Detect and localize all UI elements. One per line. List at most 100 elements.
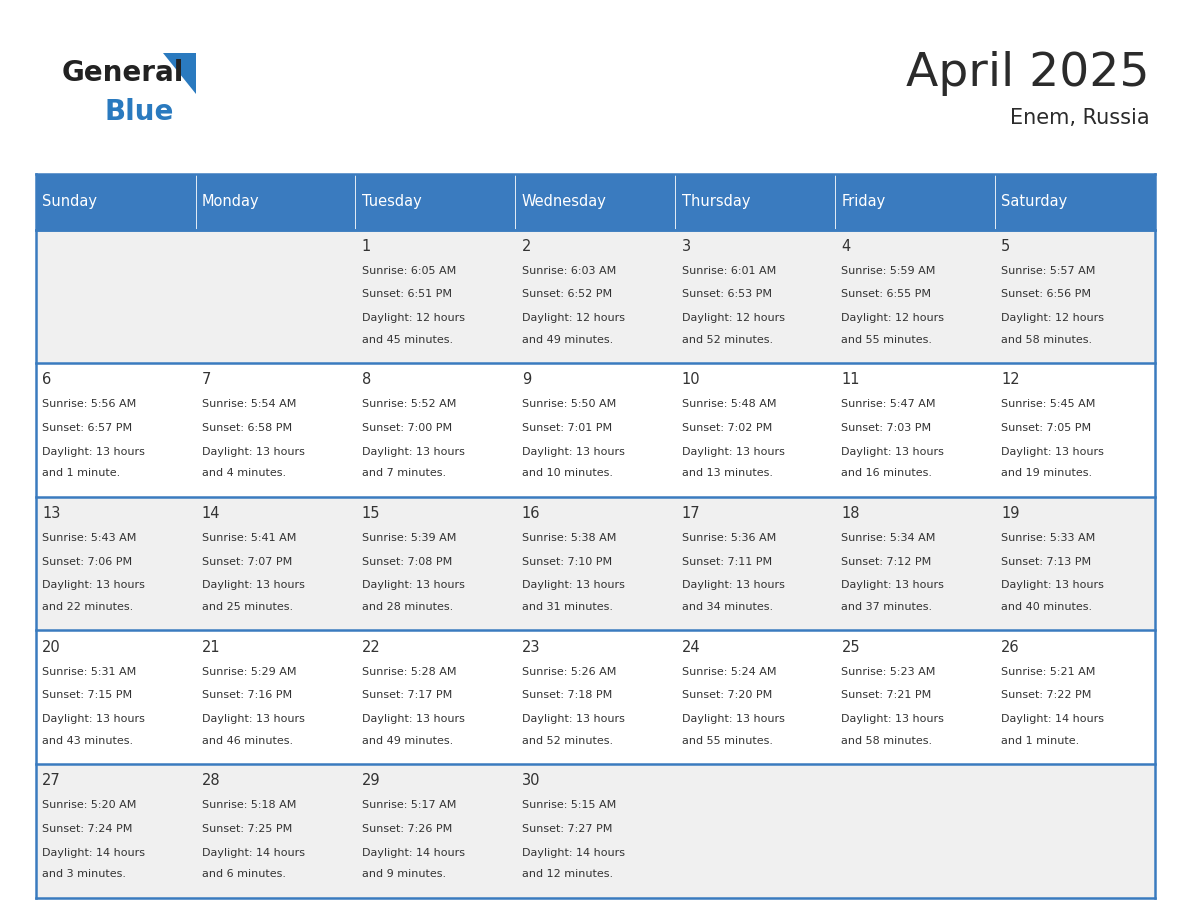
Text: 22: 22	[362, 640, 380, 655]
Text: and 28 minutes.: and 28 minutes.	[362, 602, 453, 612]
Text: Daylight: 13 hours: Daylight: 13 hours	[202, 580, 305, 590]
Text: and 58 minutes.: and 58 minutes.	[841, 735, 933, 745]
Text: Daylight: 13 hours: Daylight: 13 hours	[202, 447, 305, 457]
Text: Daylight: 13 hours: Daylight: 13 hours	[841, 447, 944, 457]
Text: 9: 9	[522, 373, 531, 387]
Text: Sunset: 7:12 PM: Sunset: 7:12 PM	[841, 556, 931, 566]
Text: 23: 23	[522, 640, 541, 655]
Text: 30: 30	[522, 773, 541, 789]
Text: Sunset: 7:02 PM: Sunset: 7:02 PM	[682, 423, 772, 433]
Text: Sunset: 7:24 PM: Sunset: 7:24 PM	[42, 824, 132, 834]
Text: Sunrise: 5:48 AM: Sunrise: 5:48 AM	[682, 399, 776, 409]
Text: 11: 11	[841, 373, 860, 387]
Text: 2: 2	[522, 239, 531, 253]
Text: Sunrise: 5:26 AM: Sunrise: 5:26 AM	[522, 666, 617, 677]
Text: Daylight: 12 hours: Daylight: 12 hours	[1001, 313, 1105, 323]
Text: Sunset: 7:07 PM: Sunset: 7:07 PM	[202, 556, 292, 566]
Text: Daylight: 13 hours: Daylight: 13 hours	[682, 714, 784, 724]
Text: Sunday: Sunday	[42, 195, 97, 209]
Text: and 34 minutes.: and 34 minutes.	[682, 602, 772, 612]
Text: Sunset: 7:11 PM: Sunset: 7:11 PM	[682, 556, 772, 566]
Text: Sunset: 7:25 PM: Sunset: 7:25 PM	[202, 824, 292, 834]
Text: Enem, Russia: Enem, Russia	[1010, 107, 1150, 128]
Text: 26: 26	[1001, 640, 1019, 655]
Text: and 31 minutes.: and 31 minutes.	[522, 602, 613, 612]
Text: General: General	[62, 60, 184, 87]
Text: Daylight: 12 hours: Daylight: 12 hours	[682, 313, 784, 323]
Text: Daylight: 13 hours: Daylight: 13 hours	[682, 447, 784, 457]
Text: Sunrise: 5:17 AM: Sunrise: 5:17 AM	[362, 800, 456, 811]
Text: Sunset: 7:08 PM: Sunset: 7:08 PM	[362, 556, 451, 566]
Text: April 2025: April 2025	[906, 50, 1150, 96]
Text: Sunrise: 5:33 AM: Sunrise: 5:33 AM	[1001, 533, 1095, 543]
Text: Sunset: 7:05 PM: Sunset: 7:05 PM	[1001, 423, 1092, 433]
Text: Thursday: Thursday	[682, 195, 750, 209]
Text: and 7 minutes.: and 7 minutes.	[362, 468, 446, 478]
Text: Saturday: Saturday	[1001, 195, 1068, 209]
Text: and 12 minutes.: and 12 minutes.	[522, 869, 613, 879]
Text: 10: 10	[682, 373, 700, 387]
Text: Daylight: 13 hours: Daylight: 13 hours	[202, 714, 305, 724]
Text: Daylight: 13 hours: Daylight: 13 hours	[42, 447, 145, 457]
Text: Sunrise: 5:39 AM: Sunrise: 5:39 AM	[362, 533, 456, 543]
Text: Daylight: 12 hours: Daylight: 12 hours	[522, 313, 625, 323]
Text: Daylight: 13 hours: Daylight: 13 hours	[841, 714, 944, 724]
Text: Sunset: 7:26 PM: Sunset: 7:26 PM	[362, 824, 451, 834]
Text: and 55 minutes.: and 55 minutes.	[682, 735, 772, 745]
Text: Sunrise: 5:41 AM: Sunrise: 5:41 AM	[202, 533, 296, 543]
Text: and 25 minutes.: and 25 minutes.	[202, 602, 293, 612]
Text: Daylight: 13 hours: Daylight: 13 hours	[522, 580, 625, 590]
Text: Sunrise: 5:23 AM: Sunrise: 5:23 AM	[841, 666, 936, 677]
Text: 4: 4	[841, 239, 851, 253]
Text: 27: 27	[42, 773, 61, 789]
Text: and 58 minutes.: and 58 minutes.	[1001, 335, 1093, 344]
Text: Daylight: 13 hours: Daylight: 13 hours	[1001, 580, 1104, 590]
Text: 19: 19	[1001, 506, 1019, 521]
Text: Sunset: 7:17 PM: Sunset: 7:17 PM	[362, 690, 451, 700]
Text: and 43 minutes.: and 43 minutes.	[42, 735, 133, 745]
Text: Daylight: 12 hours: Daylight: 12 hours	[841, 313, 944, 323]
Text: 25: 25	[841, 640, 860, 655]
Text: Sunrise: 5:45 AM: Sunrise: 5:45 AM	[1001, 399, 1095, 409]
Text: Sunrise: 6:01 AM: Sunrise: 6:01 AM	[682, 265, 776, 275]
Text: 7: 7	[202, 373, 211, 387]
Text: 28: 28	[202, 773, 221, 789]
Text: and 45 minutes.: and 45 minutes.	[362, 335, 453, 344]
Text: Daylight: 14 hours: Daylight: 14 hours	[522, 847, 625, 857]
Text: Sunset: 6:55 PM: Sunset: 6:55 PM	[841, 289, 931, 299]
Text: 21: 21	[202, 640, 221, 655]
Text: and 1 minute.: and 1 minute.	[42, 468, 120, 478]
Text: and 10 minutes.: and 10 minutes.	[522, 468, 613, 478]
Text: Sunrise: 5:47 AM: Sunrise: 5:47 AM	[841, 399, 936, 409]
Text: 29: 29	[362, 773, 380, 789]
Text: and 55 minutes.: and 55 minutes.	[841, 335, 933, 344]
Text: 16: 16	[522, 506, 541, 521]
Text: and 6 minutes.: and 6 minutes.	[202, 869, 286, 879]
Text: Sunrise: 6:03 AM: Sunrise: 6:03 AM	[522, 265, 615, 275]
Text: and 52 minutes.: and 52 minutes.	[522, 735, 613, 745]
Text: Sunrise: 6:05 AM: Sunrise: 6:05 AM	[362, 265, 456, 275]
Text: Tuesday: Tuesday	[362, 195, 422, 209]
Text: 1: 1	[362, 239, 371, 253]
Text: Sunset: 6:51 PM: Sunset: 6:51 PM	[362, 289, 451, 299]
Text: and 52 minutes.: and 52 minutes.	[682, 335, 772, 344]
Text: and 22 minutes.: and 22 minutes.	[42, 602, 133, 612]
Text: Sunset: 7:18 PM: Sunset: 7:18 PM	[522, 690, 612, 700]
Text: Daylight: 14 hours: Daylight: 14 hours	[362, 847, 465, 857]
Text: Sunrise: 5:29 AM: Sunrise: 5:29 AM	[202, 666, 296, 677]
Text: Daylight: 13 hours: Daylight: 13 hours	[682, 580, 784, 590]
Text: Sunset: 7:00 PM: Sunset: 7:00 PM	[362, 423, 451, 433]
Text: Daylight: 13 hours: Daylight: 13 hours	[42, 580, 145, 590]
Text: Daylight: 14 hours: Daylight: 14 hours	[42, 847, 145, 857]
Text: Daylight: 14 hours: Daylight: 14 hours	[1001, 714, 1105, 724]
Text: Sunrise: 5:57 AM: Sunrise: 5:57 AM	[1001, 265, 1095, 275]
Text: Sunset: 6:52 PM: Sunset: 6:52 PM	[522, 289, 612, 299]
Text: and 9 minutes.: and 9 minutes.	[362, 869, 446, 879]
Text: Sunrise: 5:36 AM: Sunrise: 5:36 AM	[682, 533, 776, 543]
Text: Sunset: 7:21 PM: Sunset: 7:21 PM	[841, 690, 931, 700]
Text: Sunset: 7:15 PM: Sunset: 7:15 PM	[42, 690, 132, 700]
Text: and 16 minutes.: and 16 minutes.	[841, 468, 933, 478]
Text: 5: 5	[1001, 239, 1011, 253]
Text: Daylight: 14 hours: Daylight: 14 hours	[202, 847, 305, 857]
Text: Sunset: 7:06 PM: Sunset: 7:06 PM	[42, 556, 132, 566]
